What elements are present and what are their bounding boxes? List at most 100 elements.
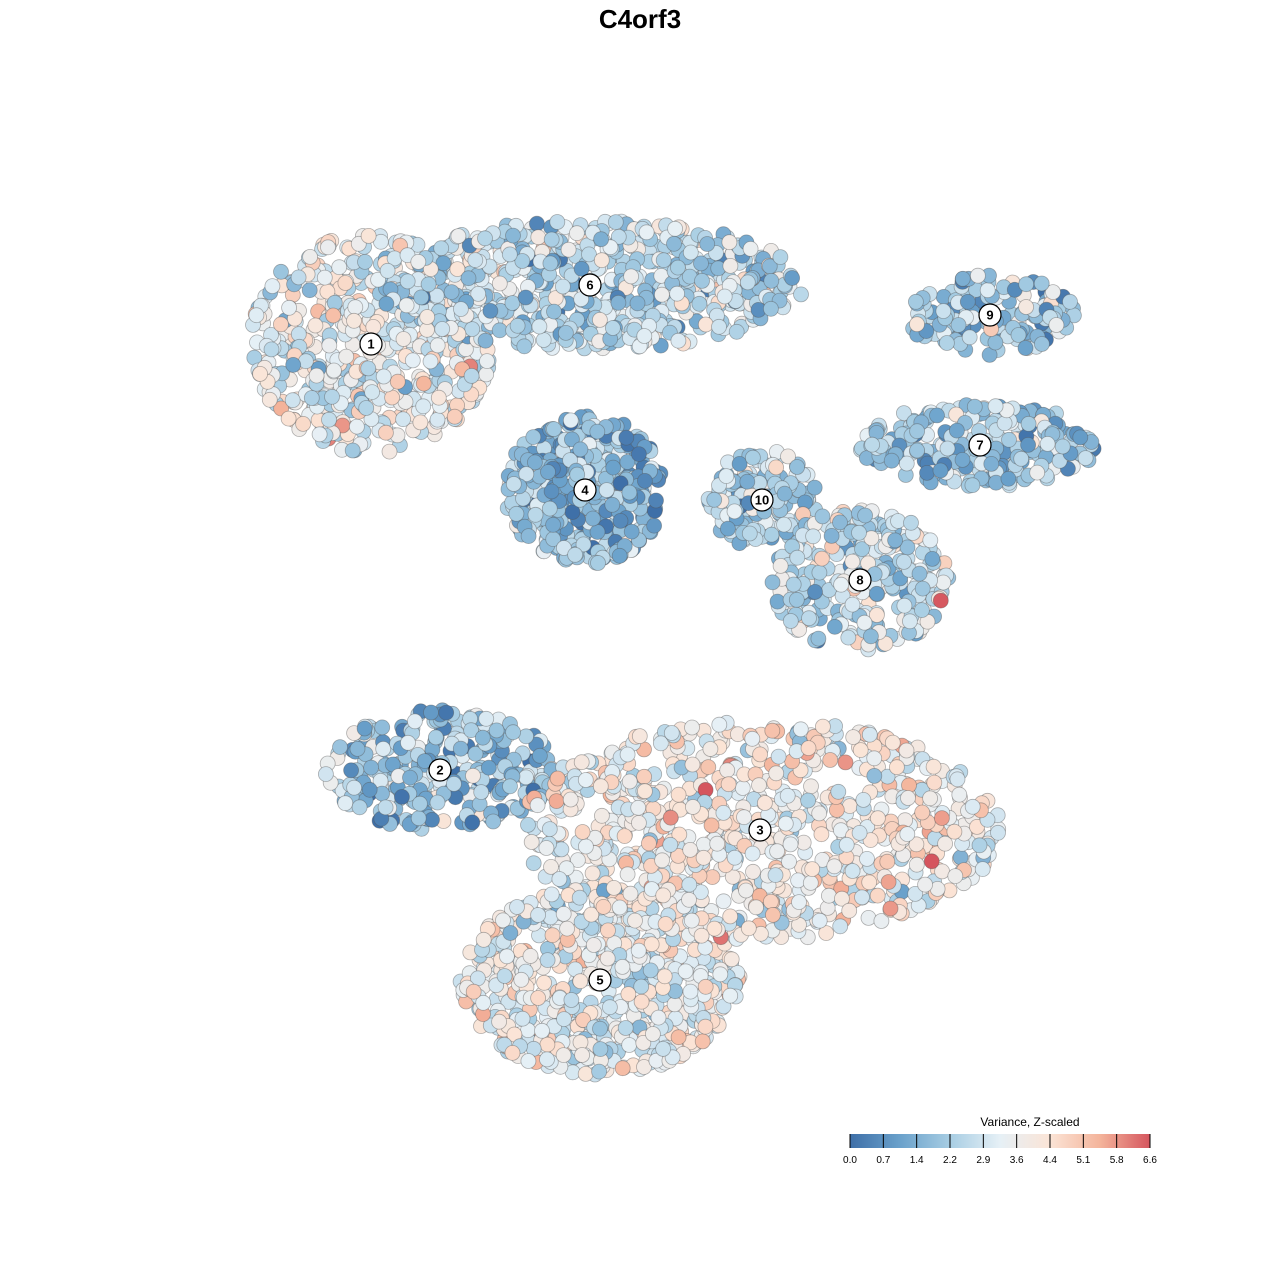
scatter-point (669, 285, 685, 302)
scatter-point (577, 1066, 594, 1082)
scatter-point (430, 389, 447, 406)
scatter-point (682, 983, 699, 1000)
scatter-point (1017, 340, 1034, 356)
scatter-point (720, 520, 736, 537)
scatter-point (863, 628, 879, 645)
scatter-point (764, 574, 781, 591)
scatter-point (427, 729, 444, 746)
scatter-point (851, 524, 867, 541)
scatter-point (351, 799, 368, 816)
scatter-point (606, 880, 622, 896)
scatter-point (777, 815, 794, 832)
scatter-point (837, 754, 854, 771)
scatter-point (543, 231, 560, 248)
scatter-point (575, 536, 592, 553)
scatter-point (655, 1041, 671, 1057)
scatter-point (741, 525, 758, 542)
scatter-point (792, 721, 809, 738)
scatter-point (525, 429, 542, 446)
scatter-point (618, 429, 635, 446)
scatter-point (726, 503, 743, 520)
scatter-point (621, 1037, 638, 1053)
cluster-label-text: 1 (367, 337, 374, 352)
colorbar-tick-label: 0.0 (843, 1155, 857, 1166)
scatter-point (429, 411, 446, 428)
scatter-point (357, 253, 373, 270)
scatter-point (374, 719, 391, 736)
scatter-point (800, 792, 816, 809)
scatter-point (348, 418, 365, 435)
scatter-point (880, 874, 897, 890)
scatter-point (909, 423, 925, 440)
scatter-point (681, 891, 697, 908)
cluster-label-text: 5 (596, 973, 603, 988)
scatter-point (657, 916, 674, 932)
scatter-point (320, 239, 336, 256)
scatter-point (599, 950, 616, 967)
scatter-point (966, 398, 983, 415)
scatter-point (361, 781, 378, 798)
cluster-label-text: 10 (755, 493, 769, 508)
cluster-label-9: 9 (978, 303, 1002, 327)
scatter-point (633, 993, 650, 1010)
scatter-point (822, 752, 839, 768)
scatter-point (909, 442, 925, 459)
scatter-point (802, 875, 819, 891)
scatter-point (614, 959, 631, 975)
scatter-point (1054, 438, 1071, 455)
scatter-point (629, 295, 646, 312)
scatter-point (337, 795, 354, 812)
scatter-point (525, 855, 542, 872)
scatter-point (1039, 435, 1056, 452)
scatter-point (572, 441, 589, 458)
scatter-point (564, 431, 580, 448)
scatter-point (360, 360, 377, 377)
scatter-point (854, 889, 870, 906)
scatter-point (410, 810, 427, 827)
scatter-point (419, 309, 436, 325)
scatter-point (627, 912, 643, 929)
scatter-point (935, 574, 952, 591)
scatter-point (702, 741, 719, 757)
scatter-point (739, 274, 756, 291)
scatter-point (757, 795, 773, 811)
scatter-point (420, 276, 437, 293)
scatter-point (415, 398, 432, 415)
scatter-point (556, 1011, 572, 1027)
scatter-point (772, 249, 789, 266)
scatter-point (693, 927, 710, 944)
scatter-point (546, 303, 562, 320)
scatter-point (914, 580, 931, 597)
scatter-point (574, 1047, 590, 1063)
scatter-point (804, 861, 821, 877)
scatter-point (518, 769, 534, 786)
scatter-point (505, 476, 522, 492)
scatter-point (789, 549, 806, 566)
scatter-point (964, 798, 981, 815)
scatter-point (951, 786, 968, 803)
scatter-point (663, 725, 680, 741)
scatter-point (981, 346, 998, 363)
scatter-point (344, 442, 361, 459)
scatter-point (715, 805, 732, 821)
scatter-point (549, 214, 566, 230)
scatter-point (569, 225, 585, 242)
scatter-point (840, 629, 857, 646)
scatter-point (545, 516, 561, 533)
scatter-point (712, 966, 729, 983)
scatter-point (502, 778, 518, 795)
scatter-point (860, 910, 877, 926)
scatter-point (691, 295, 708, 312)
scatter-point (832, 918, 849, 935)
scatter-point (684, 719, 700, 736)
colorbar: 0.0 0.7 1.4 2.2 2.9 3.6 4.4 5.1 5.8 6.6 (843, 1134, 1157, 1166)
scatter-point (697, 978, 714, 995)
scatter-point (539, 952, 556, 968)
scatter-point (480, 759, 497, 776)
scatter-point (896, 597, 913, 614)
scatter-point (504, 1045, 521, 1061)
scatter-point (1013, 450, 1030, 467)
scatter-point (695, 849, 712, 866)
scatter-point (813, 826, 830, 843)
scatter-point (670, 332, 687, 349)
